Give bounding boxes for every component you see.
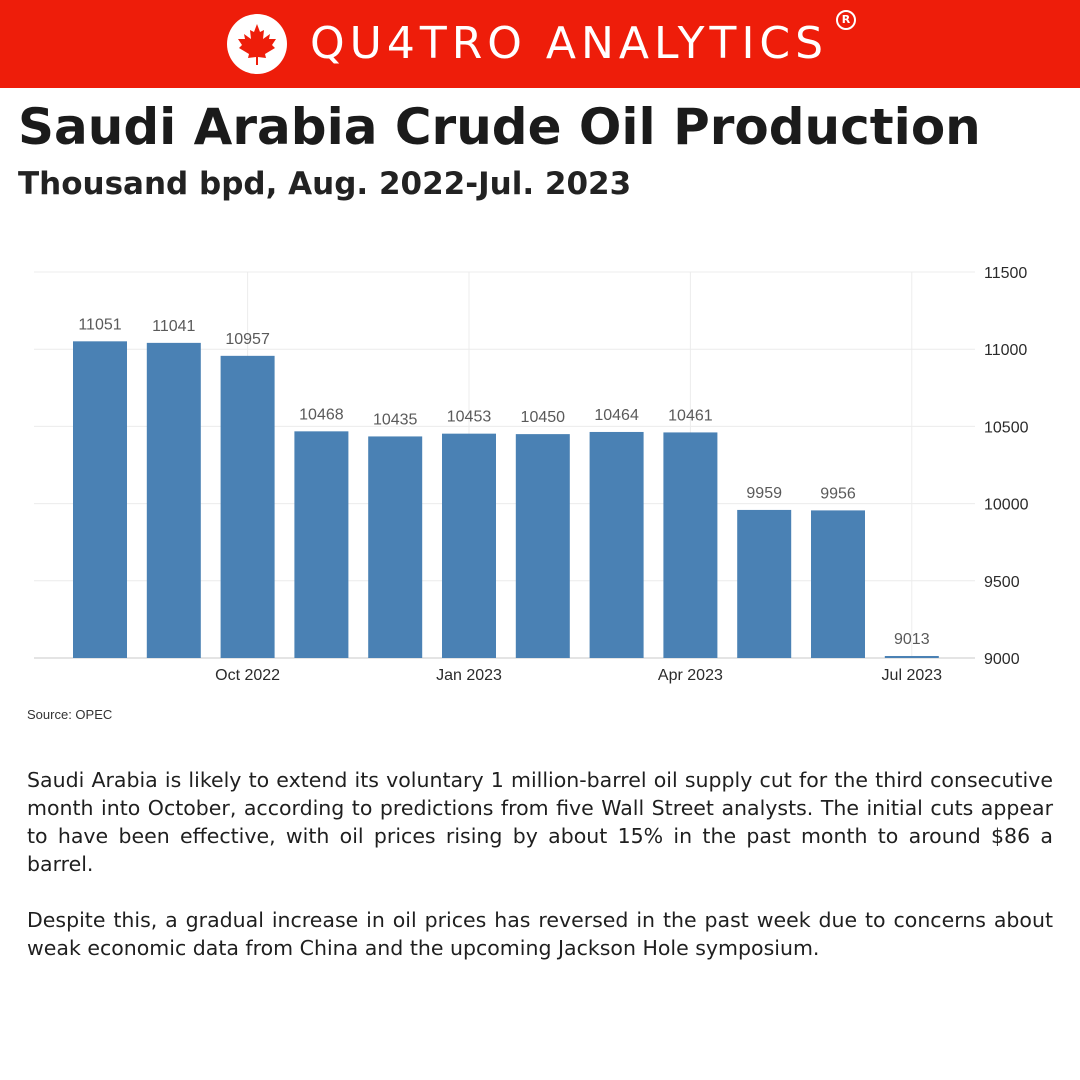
- article-paragraph: Despite this, a gradual increase in oil …: [27, 908, 1053, 960]
- y-tick-label: 10500: [984, 419, 1029, 436]
- bar-chart: 11051 11041 10957 10468 10435 10453 10450 10464…: [34, 265, 1029, 684]
- bar: [294, 431, 349, 658]
- data-label: 10435: [373, 411, 418, 428]
- page-subtitle: Thousand bpd, Aug. 2022-Jul. 2023: [18, 166, 632, 202]
- data-label: 10461: [668, 407, 713, 424]
- article-body: Saudi Arabia is likely to extend its vol…: [27, 766, 1053, 990]
- bar: [589, 431, 644, 658]
- x-tick-label: Oct 2022: [215, 667, 280, 684]
- x-tick-label: Jul 2023: [882, 667, 943, 684]
- chart-data-labels: 11051 11041 10957 10468 10435 10453 10450 10464…: [78, 316, 929, 648]
- data-label: 10453: [447, 409, 492, 426]
- brand-logo: [227, 14, 287, 74]
- chart-source: Source: OPEC: [27, 707, 113, 722]
- y-tick-label: 11500: [984, 265, 1027, 282]
- page-title: Saudi Arabia Crude Oil Production: [18, 98, 981, 156]
- data-label: 10468: [299, 406, 344, 423]
- bar: [442, 433, 496, 658]
- y-tick-label: 9000: [984, 651, 1020, 668]
- bar: [220, 355, 275, 658]
- data-label: 11051: [78, 316, 121, 333]
- chart-bars: [73, 341, 939, 658]
- bar: [73, 341, 127, 658]
- data-label: 10450: [521, 409, 566, 426]
- article-paragraph: Saudi Arabia is likely to extend its vol…: [27, 768, 1053, 876]
- header-banner: QU4TRO ANALYTICS R: [0, 0, 1080, 88]
- y-tick-label: 11000: [984, 342, 1027, 359]
- bar: [368, 436, 423, 658]
- y-tick-label: 9500: [984, 574, 1020, 591]
- bar: [515, 434, 570, 658]
- bar: [663, 432, 718, 658]
- y-axis-ticks: 9000 9500 10000 10500 11000 11500: [984, 265, 1029, 668]
- data-label: 9959: [746, 485, 782, 502]
- data-label: 11041: [152, 318, 195, 335]
- bar: [737, 509, 792, 658]
- x-axis-ticks: Oct 2022 Jan 2023 Apr 2023 Jul 2023: [215, 667, 942, 684]
- bar: [884, 655, 939, 658]
- brand-name: QU4TRO ANALYTICS: [310, 18, 829, 69]
- data-label: 10957: [225, 331, 270, 348]
- data-label: 10464: [594, 407, 639, 424]
- bar: [146, 342, 201, 658]
- maple-leaf-icon: [238, 24, 276, 65]
- x-tick-label: Jan 2023: [436, 667, 502, 684]
- y-tick-label: 10000: [984, 497, 1029, 514]
- data-label: 9013: [894, 631, 930, 648]
- bar: [811, 510, 865, 658]
- x-tick-label: Apr 2023: [658, 667, 723, 684]
- data-label: 9956: [820, 485, 856, 502]
- registered-mark: R: [836, 10, 856, 30]
